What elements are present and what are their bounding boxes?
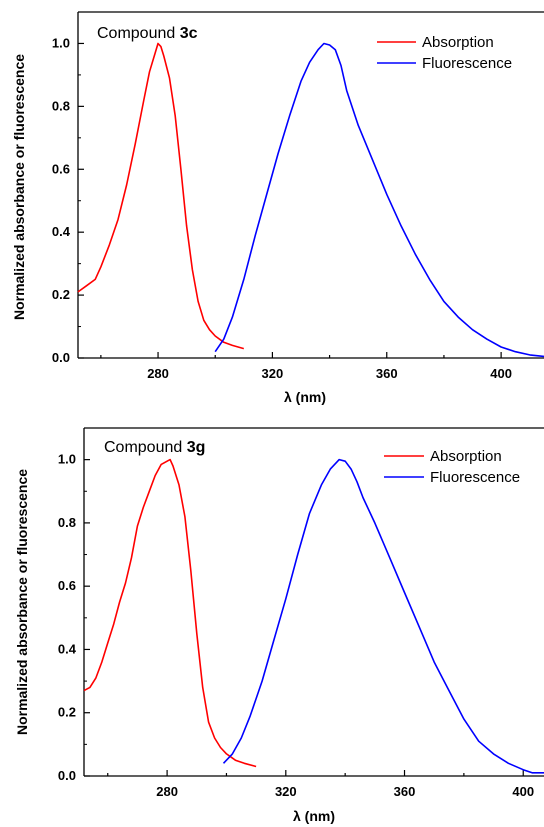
legend-label-absorption: Absorption [422,34,494,51]
chart-panel-3g: 0.0 0.2 0.4 0.6 0.8 1.0 280 320 360 400 Compound … [14,427,544,824]
title-prefix: Compound [104,439,187,456]
x-tick-label: 360 [376,366,398,381]
x-tick-label: 400 [490,366,512,381]
y-axis-label: Normalized absorbance or fluorescence [14,469,30,735]
y-tick-label: 0.0 [52,350,70,365]
y-tick-label: 0.4 [52,224,71,239]
legend: Absorption Fluorescence [384,448,520,486]
x-tick-label: 320 [275,784,297,799]
y-tick-label: 0.6 [52,161,70,176]
x-axis-label: λ (nm) [293,808,335,824]
x-tick-label: 400 [512,784,534,799]
series-line-fluorescence [214,42,544,358]
title-compound-id: 3c [180,25,198,42]
y-axis-label: Normalized absorbance or fluorescence [11,54,27,320]
title-prefix: Compound [97,25,180,42]
y-tick-label: 1.0 [58,452,76,467]
x-tick-label: 320 [262,366,284,381]
legend: Absorption Fluorescence [377,34,512,72]
series-line-absorption [83,458,257,768]
legend-label-fluorescence: Fluorescence [422,55,512,72]
y-tick-label: 0.0 [58,768,76,783]
x-axis-label: λ (nm) [284,389,326,405]
y-tick-label: 0.2 [58,705,76,720]
legend-label-absorption: Absorption [430,448,502,465]
x-tick-label: 360 [394,784,416,799]
x-tick-label: 280 [147,366,169,381]
legend-label-fluorescence: Fluorescence [430,469,520,486]
chart-title: Compound 3g [104,439,205,456]
y-tick-label: 1.0 [52,35,70,50]
chart-title: Compound 3c [97,25,198,42]
series-line-absorption [77,42,245,350]
x-tick-label: 280 [156,784,178,799]
title-compound-id: 3g [187,439,206,456]
y-tick-label: 0.8 [52,98,70,113]
y-tick-label: 0.8 [58,515,76,530]
chart-panel-3c: 0.0 0.2 0.4 0.6 0.8 1.0 280 320 360 400 Compound … [11,11,544,405]
y-tick-label: 0.4 [58,641,77,656]
y-tick-label: 0.2 [52,287,70,302]
y-tick-label: 0.6 [58,578,76,593]
series-line-fluorescence [222,458,544,774]
